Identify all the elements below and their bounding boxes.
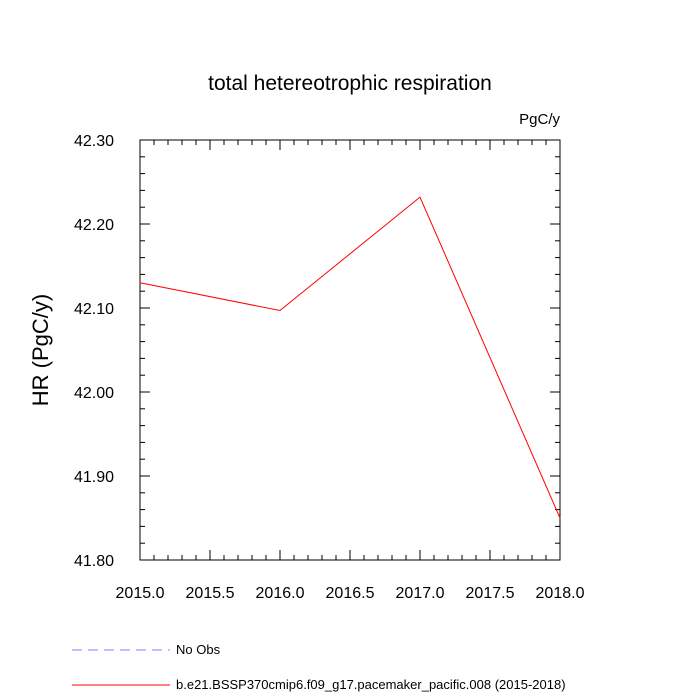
x-tick-label: 2016.0 [256,585,305,602]
data-point [419,196,421,198]
y-tick-labels: 41.80 41.90 42.00 42.10 42.20 42.30 [74,133,114,570]
data-point [279,310,281,312]
y-tick-label: 42.30 [74,133,114,150]
plot-frame [139,139,561,561]
y-tick-label: 42.00 [74,385,114,402]
x-tick-label: 2018.0 [536,585,585,602]
y-axis-label: HR (PgC/y) [28,294,53,406]
axis-ticks [139,139,561,561]
legend-item-obs: No Obs [72,642,220,657]
y-tick-label: 41.80 [74,553,114,570]
series-group [139,196,561,519]
legend-item-model: b.e21.BSSP370cmip6.f09_g17.pacemaker_pac… [72,677,566,692]
legend-solid-line-icon [72,684,170,685]
data-point [559,517,561,519]
legend-label-model: b.e21.BSSP370cmip6.f09_g17.pacemaker_pac… [176,677,566,692]
x-tick-label: 2017.5 [466,585,515,602]
data-point [139,282,141,284]
units-label: PgC/y [519,111,560,128]
x-tick-label: 2015.5 [186,585,235,602]
y-tick-label: 42.20 [74,217,114,234]
x-tick-labels: 2015.0 2015.5 2016.0 2016.5 2017.0 2017.5 2018… [116,585,585,602]
legend-dashed-line-icon [72,649,170,650]
y-tick-label: 42.10 [74,301,114,318]
legend-label-obs: No Obs [176,642,221,657]
x-tick-label: 2015.0 [116,585,165,602]
x-tick-label: 2016.5 [326,585,375,602]
series-line [139,196,561,519]
y-tick-label: 41.90 [74,469,114,486]
chart-title: total hetereotrophic respiration [208,72,492,95]
x-tick-label: 2017.0 [396,585,445,602]
